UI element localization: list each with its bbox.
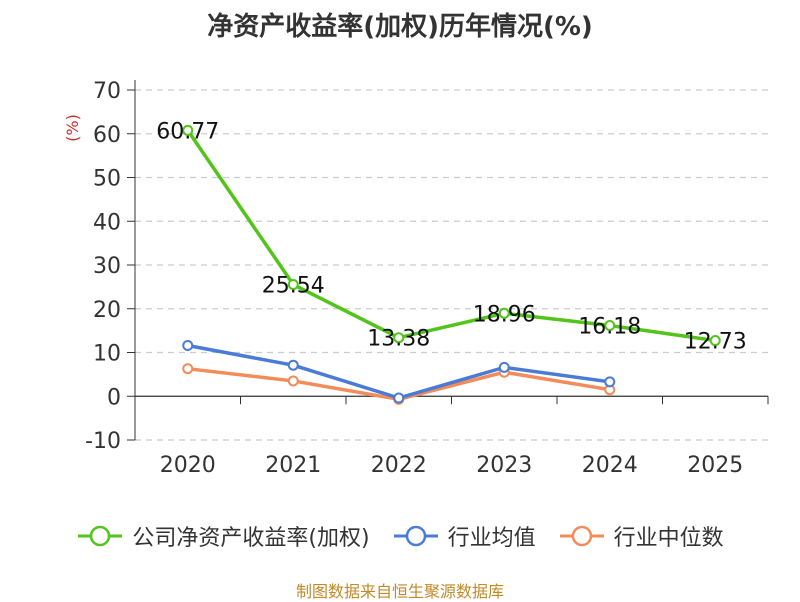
y-tick-label: 60	[93, 123, 121, 148]
series-point-1-3	[498, 361, 510, 373]
series-point-2-1	[287, 375, 299, 387]
x-tick-label-2023: 2023	[476, 453, 532, 478]
legend-swatch-industry-mean	[393, 525, 438, 547]
y-tick-label: 20	[93, 298, 121, 323]
data-label-2022: 13.38	[367, 327, 430, 352]
x-tick-label-2025: 2025	[687, 453, 743, 478]
data-label-2020: 60.77	[156, 119, 219, 144]
series-point-0-3	[498, 307, 510, 319]
y-tick-label: 0	[107, 385, 121, 410]
legend-item-industry-mean[interactable]: 行业均值	[392, 520, 536, 552]
source-note: 制图数据来自恒生聚源数据库	[295, 582, 504, 601]
series-point-0-4	[604, 319, 616, 331]
y-tick-label: 50	[93, 167, 121, 192]
x-tick-label-2022: 2022	[371, 453, 427, 478]
data-label-2023: 18.96	[473, 302, 536, 327]
series-point-1-2	[393, 392, 405, 404]
series-point-0-5	[709, 335, 721, 347]
y-tick-label: -10	[85, 429, 121, 454]
series-point-0-2	[393, 332, 405, 344]
x-tick-label-2024: 2024	[582, 453, 638, 478]
series-line-0	[186, 129, 716, 343]
series-point-1-1	[287, 359, 299, 371]
y-tick-label: 70	[93, 79, 121, 104]
y-tick-label: 40	[93, 210, 121, 235]
series-point-2-0	[182, 363, 194, 375]
series-point-1-0	[182, 340, 194, 351]
series-point-0-0	[182, 124, 194, 136]
y-tick-label: 30	[93, 254, 121, 279]
legend-swatch-industry-median	[559, 525, 604, 547]
data-label-2025: 12.73	[684, 330, 747, 355]
data-label-2024: 16.18	[578, 314, 641, 339]
legend-label-industry-mean: 行业均值	[447, 526, 536, 551]
x-tick-label-2021: 2021	[265, 453, 321, 478]
series-point-1-4	[604, 376, 616, 388]
legend-label-industry-median: 行业中位数	[613, 526, 724, 551]
legend-swatch-company	[78, 525, 123, 547]
y-tick-label: 10	[93, 342, 121, 367]
data-label-2021: 25.54	[262, 274, 325, 299]
legend: 公司净资产收益率(加权) 行业均值 行业中位数	[0, 520, 800, 552]
chart-title: 净资产收益率(加权)历年情况(%)	[207, 12, 593, 42]
legend-item-company[interactable]: 公司净资产收益率(加权)	[76, 520, 370, 552]
legend-item-industry-median[interactable]: 行业中位数	[558, 520, 724, 552]
legend-label-company: 公司净资产收益率(加权)	[132, 526, 370, 551]
x-tick-label-2020: 2020	[160, 453, 216, 478]
series-point-0-1	[287, 279, 299, 291]
series-line-1	[187, 343, 610, 400]
y-axis-unit-label: (%)	[63, 114, 82, 142]
